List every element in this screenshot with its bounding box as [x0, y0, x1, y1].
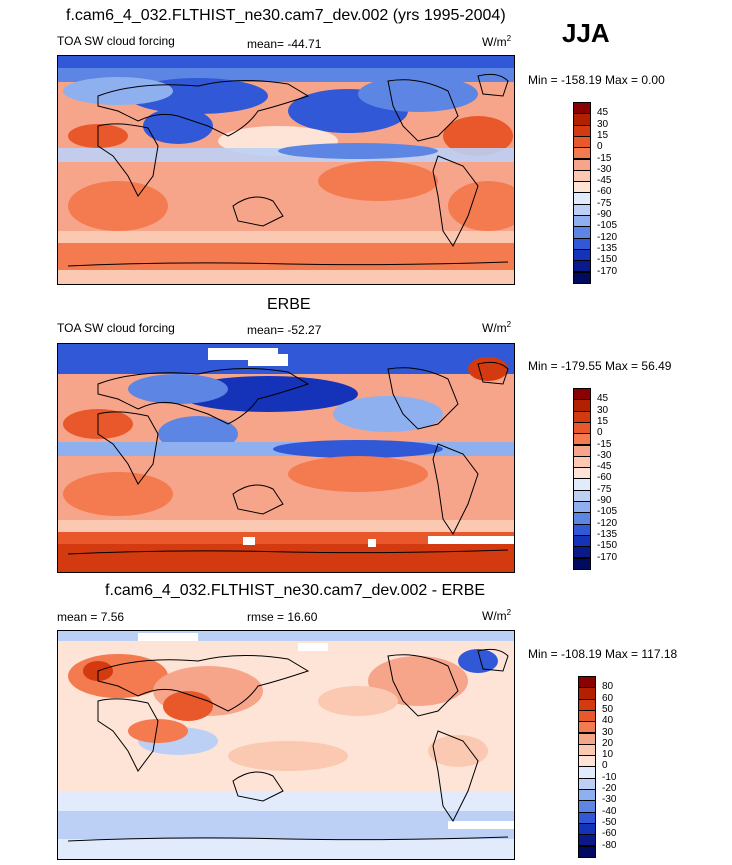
colorbar-tick-label: 20 [602, 737, 614, 749]
panel2-min-max: Min = -179.55 Max = 56.49 [528, 359, 672, 373]
colorbar-tick-label: -45 [597, 175, 612, 187]
colorbar-tick-label: 15 [597, 129, 609, 141]
panel3-colorbar: 80 60 50 40 30 20 10 0 -10 -20 -30 -40 -50 -60 -80 [578, 676, 678, 858]
colorbar-tick-label: -135 [597, 528, 618, 540]
panel2-colorbar: 45 30 15 0 -15 -30 -45 -60 -75 -90 -105 -120 -135 -15… [573, 388, 673, 570]
colorbar-tick-label: -50 [602, 816, 617, 828]
panel1-map [57, 55, 515, 285]
panel3-units: W/m2 [482, 608, 512, 623]
colorbar-tick-label: -60 [597, 186, 612, 198]
colorbar-tick-label: -120 [597, 517, 618, 529]
colorbar-tick-label: -170 [597, 551, 618, 563]
colorbar-tick-label: -135 [597, 242, 618, 254]
panel2-variable-label: TOA SW cloud forcing [57, 321, 175, 335]
colorbar-tick-label: -105 [597, 220, 618, 232]
colorbar-tick-label: 0 [602, 760, 608, 772]
panel2-title: ERBE [267, 296, 311, 313]
colorbar-tick-label: -45 [597, 461, 612, 473]
panel2-mean-label: mean= -52.27 [247, 323, 322, 337]
panel3-title: f.cam6_4_032.FLTHIST_ne30.cam7_dev.002 -… [105, 582, 486, 599]
colorbar-tick-label: 15 [597, 415, 609, 427]
colorbar-tick-label: 40 [602, 715, 614, 727]
colorbar-tick-label: -30 [597, 163, 612, 175]
colorbar-tick-label: -10 [602, 771, 617, 783]
panel1-title: f.cam6_4_032.FLTHIST_ne30.cam7_dev.002 (… [66, 7, 506, 24]
panel3-min-max: Min = -108.19 Max = 117.18 [528, 647, 678, 661]
colorbar-tick-label: 30 [597, 404, 609, 416]
colorbar-tick-label: -120 [597, 231, 618, 243]
colorbar-tick-label: -30 [597, 449, 612, 461]
colorbar-tick-label: -170 [597, 265, 618, 277]
panel2-map [57, 343, 515, 573]
panel3-mean-label: mean = 7.56 [57, 610, 125, 624]
colorbar-swatch [578, 845, 596, 858]
colorbar-tick-label: 50 [602, 703, 614, 715]
colorbar-tick-label: -105 [597, 506, 618, 518]
colorbar-tick-label: -75 [597, 197, 612, 209]
colorbar-tick-label: -90 [597, 495, 612, 506]
colorbar-swatch [573, 271, 591, 284]
colorbar-tick-label: 45 [597, 107, 609, 119]
colorbar-tick-label: -15 [597, 152, 612, 164]
colorbar-tick-label: -60 [597, 472, 612, 484]
panel1-units: W/m2 [482, 34, 512, 49]
colorbar-tick-label: -90 [597, 209, 612, 220]
colorbar-tick-label: 30 [597, 118, 609, 130]
colorbar-tick-label: 45 [597, 393, 609, 405]
panel3-map [57, 630, 515, 860]
colorbar-swatch [573, 557, 591, 570]
panel1-variable-label: TOA SW cloud forcing [57, 34, 175, 48]
panel1-min-max: Min = -158.19 Max = 0.00 [528, 73, 665, 87]
colorbar-tick-label: -80 [602, 839, 617, 851]
colorbar-tick-label: -20 [602, 783, 617, 794]
colorbar-tick-label: -40 [602, 805, 617, 817]
colorbar-tick-label: -30 [602, 794, 617, 806]
colorbar-tick-label: 30 [602, 726, 614, 738]
colorbar-tick-label: 80 [602, 681, 614, 693]
colorbar-tick-label: -15 [597, 438, 612, 450]
colorbar-tick-label: -150 [597, 254, 618, 266]
season-label: JJA [562, 18, 610, 48]
colorbar-tick-label: 10 [602, 749, 614, 761]
colorbar-tick-label: -60 [602, 828, 617, 840]
colorbar-tick-label: -75 [597, 483, 612, 495]
panel3-rmse-label: rmse = 16.60 [247, 610, 318, 624]
panel1-mean-label: mean= -44.71 [247, 37, 322, 51]
panel1-colorbar: 45 30 15 0 -15 -30 -45 -60 -75 -90 -105 -120 -135 -15… [573, 102, 673, 284]
colorbar-tick-label: 0 [597, 427, 603, 439]
colorbar-tick-label: 0 [597, 141, 603, 153]
colorbar-tick-label: 60 [602, 692, 614, 704]
panel2-units: W/m2 [482, 320, 512, 335]
colorbar-tick-label: -150 [597, 540, 618, 552]
